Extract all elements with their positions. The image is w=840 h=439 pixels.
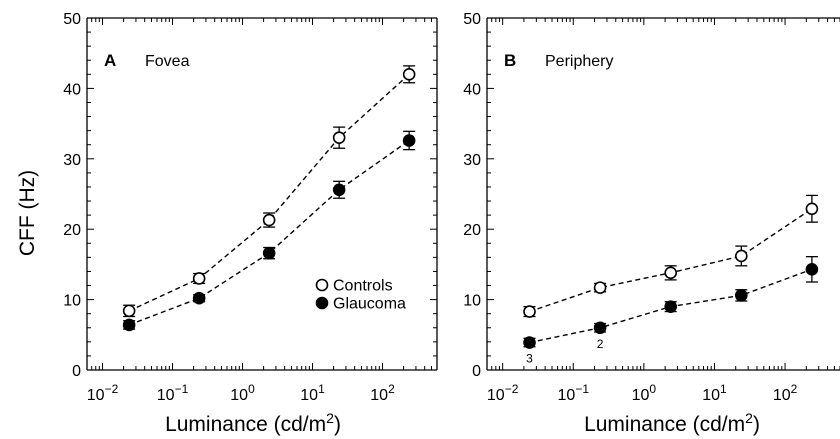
x-tick-label: 102	[370, 382, 395, 404]
panel-letter: A	[104, 51, 116, 70]
y-tick-label: 10	[63, 293, 81, 310]
data-point	[523, 336, 536, 349]
series-glaucoma	[122, 130, 416, 332]
series-glaucoma	[523, 256, 819, 349]
series-line	[128, 73, 410, 312]
legend-label: Glaucoma	[333, 296, 406, 313]
data-point	[332, 183, 346, 197]
x-axis-title-a: Luminance (cd/m2)	[165, 410, 341, 436]
y-tick-label: 0	[472, 363, 481, 380]
data-point	[262, 246, 276, 260]
data-point	[523, 305, 536, 318]
y-tick-label: 30	[463, 152, 481, 169]
panel-letter: B	[504, 51, 516, 70]
y-tick-label: 10	[463, 293, 481, 310]
y-tick-label: 30	[63, 152, 81, 169]
y-tick-label: 20	[463, 222, 481, 239]
y-axis-title: CFF (Hz)	[16, 170, 39, 256]
data-point	[735, 249, 748, 263]
data-point	[262, 213, 276, 227]
y-tick-label: 20	[63, 222, 81, 239]
data-point	[402, 68, 416, 81]
panel-name: Periphery	[545, 53, 613, 70]
data-point	[805, 202, 819, 216]
data-point	[122, 304, 136, 318]
x-axis-title-b: Luminance (cd/m2)	[584, 410, 760, 436]
y-tick-label: 50	[463, 11, 481, 28]
y-tick-label: 40	[63, 81, 81, 98]
data-point	[332, 131, 346, 144]
data-point	[192, 291, 206, 305]
data-point	[593, 321, 607, 335]
y-tick-label: 50	[63, 11, 81, 28]
y-tick-label: 40	[463, 81, 481, 98]
series-line	[128, 139, 410, 326]
data-point	[593, 281, 607, 294]
x-tick-label: 10−2	[87, 382, 119, 404]
x-tick-label: 10−2	[487, 382, 519, 404]
x-tick-label: 10−1	[157, 382, 189, 404]
x-tick-label: 10−1	[558, 382, 590, 404]
data-point	[735, 289, 748, 302]
data-point	[402, 134, 416, 147]
data-point	[664, 266, 678, 280]
series-controls	[122, 65, 416, 318]
y-tick-label: 0	[72, 363, 81, 380]
data-point	[805, 263, 819, 276]
data-point	[122, 318, 136, 332]
sample-size-annotation: 2	[597, 337, 604, 351]
panel-name: Fovea	[145, 53, 190, 70]
legend-marker	[315, 278, 329, 292]
x-tick-label: 100	[632, 382, 657, 404]
data-point	[664, 300, 678, 313]
series-line	[529, 208, 813, 313]
series-controls	[523, 194, 819, 318]
x-tick-label: 101	[702, 382, 727, 404]
x-tick-label: 102	[773, 382, 798, 404]
sample-size-annotation: 3	[526, 352, 533, 366]
legend-marker	[315, 296, 329, 310]
legend-label: Controls	[333, 278, 393, 295]
x-tick-label: 101	[300, 382, 325, 404]
x-tick-label: 100	[230, 382, 255, 404]
panel-fovea: 0 10 20 30 40 50 10−2 10−1 100 101 102 A Fovea Contro…	[63, 11, 438, 404]
panel-periphery: 0 10 20 30 40 50 10−2 10−1 100 101 102 B Periphery 3 2	[463, 11, 840, 404]
data-point	[192, 272, 206, 285]
